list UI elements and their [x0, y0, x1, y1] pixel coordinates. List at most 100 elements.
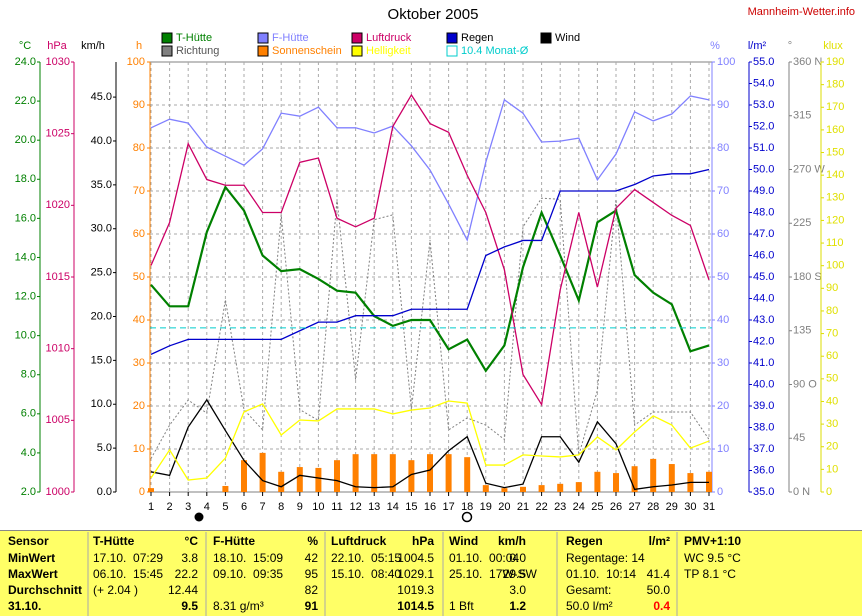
sunshine-bar: [278, 471, 285, 492]
table-cell: 22.10. 05:15: [331, 551, 401, 565]
x-tick-label: 26: [610, 501, 622, 513]
table-header: Sensor: [8, 534, 49, 548]
y-tick-label: 0.0: [97, 486, 112, 498]
y-tick-label: 1025: [46, 128, 70, 140]
sunshine-bar: [575, 482, 582, 492]
sunshine-bar: [464, 457, 471, 492]
y-tick-label: 100: [717, 56, 735, 68]
sunshine-bar: [482, 485, 489, 492]
stats-table-bg: [0, 530, 862, 616]
legend-label: Richtung: [176, 45, 219, 57]
x-tick-label: 7: [260, 501, 266, 513]
y-tick-label: 2.0: [21, 486, 36, 498]
x-tick-label: 12: [349, 501, 361, 513]
x-tick-label: 2: [167, 501, 173, 513]
full-moon-icon: [461, 511, 473, 523]
series-line: [150, 398, 709, 491]
y-tick-label: 10.0: [15, 330, 36, 342]
y-tick-label: 30.0: [91, 223, 112, 235]
table-cell: 50.0 l/m²: [566, 599, 613, 613]
x-tick-label: 8: [278, 501, 284, 513]
axis-unit-label: klux: [823, 40, 843, 52]
y-tick-label: 41.0: [753, 357, 774, 369]
y-tick-label: 44.0: [753, 292, 774, 304]
y-tick-label: 225: [793, 217, 811, 229]
axis-unit-label: %: [710, 40, 720, 52]
y-tick-label: 8.0: [21, 369, 36, 381]
y-tick-label: 360 N: [793, 56, 822, 68]
table-cell: Durchschnitt: [8, 583, 82, 597]
table-value: 0.0: [509, 551, 526, 565]
x-tick-label: 31: [703, 501, 715, 513]
y-tick-label: 60: [717, 228, 729, 240]
y-tick-label: 100: [127, 56, 145, 68]
y-tick-label: 0: [717, 486, 723, 498]
y-tick-label: 49.0: [753, 185, 774, 197]
y-tick-label: 4.0: [21, 447, 36, 459]
table-cell: WC 9.5 °C: [684, 551, 741, 565]
x-tick-label: 15: [405, 501, 417, 513]
x-tick-label: 19: [480, 501, 492, 513]
table-cell: 31.10.: [8, 599, 41, 613]
legend-label: T-Hütte: [176, 32, 212, 44]
y-tick-label: 110: [826, 237, 844, 249]
table-value: 1014.5: [397, 599, 434, 613]
y-tick-label: 60: [826, 350, 838, 362]
x-tick-label: 3: [185, 501, 191, 513]
table-value: 9.5: [181, 599, 198, 613]
x-tick-label: 14: [387, 501, 399, 513]
axis-unit-label: l/m²: [748, 40, 767, 52]
y-tick-label: 130: [826, 192, 844, 204]
y-tick-label: 16.0: [15, 212, 36, 224]
sunshine-bar: [501, 488, 508, 492]
legend-swatch: [161, 32, 173, 44]
y-tick-label: 25.0: [91, 267, 112, 279]
y-tick-label: 90: [133, 99, 145, 111]
series-line: [150, 168, 710, 355]
x-tick-label: 5: [222, 501, 228, 513]
legend-swatch: [540, 32, 552, 44]
y-tick-label: 90 O: [793, 378, 817, 390]
y-tick-label: 45.0: [91, 91, 112, 103]
axis-unit-label: °: [788, 40, 792, 52]
x-tick-label: 28: [647, 501, 659, 513]
table-cell: MinWert: [8, 551, 55, 565]
sunshine-bar: [557, 483, 564, 492]
y-tick-label: 20: [133, 400, 145, 412]
x-tick-label: 9: [297, 501, 303, 513]
y-tick-label: 20: [826, 441, 838, 453]
new-moon-icon: [194, 512, 204, 522]
table-cell: 15.10. 08:40: [331, 567, 401, 581]
table-cell: 18.10. 15:09: [213, 551, 283, 565]
table-value: 82: [305, 583, 319, 597]
y-tick-label: 5.0: [97, 442, 112, 454]
y-tick-label: 70: [826, 327, 838, 339]
table-cell: (+ 2.04 ): [93, 583, 138, 597]
y-tick-label: 0: [139, 486, 145, 498]
y-tick-label: 1005: [46, 414, 70, 426]
y-tick-label: 48.0: [753, 206, 774, 218]
table-unit: hPa: [412, 534, 434, 548]
y-tick-label: 35.0: [753, 486, 774, 498]
x-tick-label: 10: [312, 501, 324, 513]
y-tick-label: 54.0: [753, 77, 774, 89]
sunshine-bar: [445, 454, 452, 492]
table-cell: 01.10. 00:04: [449, 551, 519, 565]
table-header: Regen: [566, 534, 603, 548]
x-tick-label: 23: [554, 501, 566, 513]
series-line: [150, 93, 710, 407]
x-tick-label: 18: [461, 501, 473, 513]
legend-swatch: [446, 45, 458, 57]
table-value: 29.5: [503, 567, 527, 581]
table-value: 42: [305, 551, 319, 565]
table-value: 50.0: [647, 583, 671, 597]
source-link[interactable]: Mannheim-Wetter.info: [748, 6, 855, 18]
y-tick-label: 70: [133, 185, 145, 197]
y-tick-label: 53.0: [753, 99, 774, 111]
x-tick-label: 17: [442, 501, 454, 513]
y-tick-label: 1015: [46, 271, 70, 283]
y-tick-label: 40: [826, 395, 838, 407]
y-tick-label: 150: [826, 146, 844, 158]
y-tick-label: 1000: [46, 486, 70, 498]
table-value: 1019.3: [397, 583, 434, 597]
